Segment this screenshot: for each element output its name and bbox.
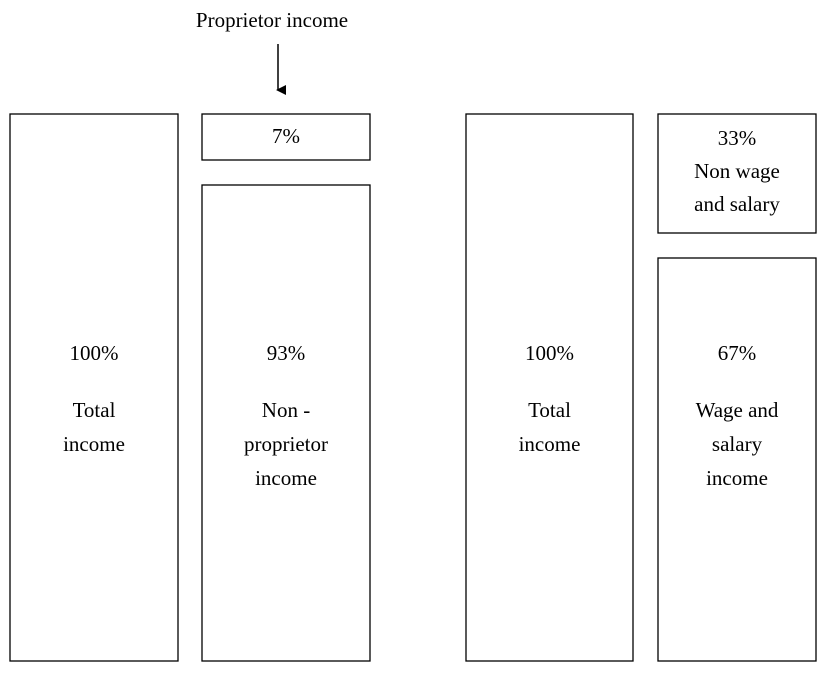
box-label: Total	[528, 398, 571, 422]
box-label: income	[706, 466, 768, 490]
box-value: 67%	[718, 341, 757, 365]
box	[657, 257, 817, 662]
box	[9, 113, 179, 662]
box-label: Non wage	[694, 159, 780, 183]
box	[657, 113, 817, 234]
box-value: 93%	[267, 341, 306, 365]
box-label: Total	[73, 398, 116, 422]
box	[201, 113, 371, 161]
box-value: 100%	[525, 341, 574, 365]
annotation-label: Proprietor income	[196, 8, 348, 32]
box-value: 100%	[70, 341, 119, 365]
box-label: salary	[712, 432, 763, 456]
box-label: income	[255, 466, 317, 490]
box	[201, 184, 371, 662]
box-value: 7%	[272, 124, 300, 148]
box	[465, 113, 634, 662]
box-label: Wage and	[696, 398, 779, 422]
box-label: Non -	[262, 398, 310, 422]
box-label: income	[519, 432, 581, 456]
box-value: 33%	[718, 126, 757, 150]
box-label: proprietor	[244, 432, 328, 456]
box-label: and salary	[694, 192, 780, 216]
box-label: income	[63, 432, 125, 456]
